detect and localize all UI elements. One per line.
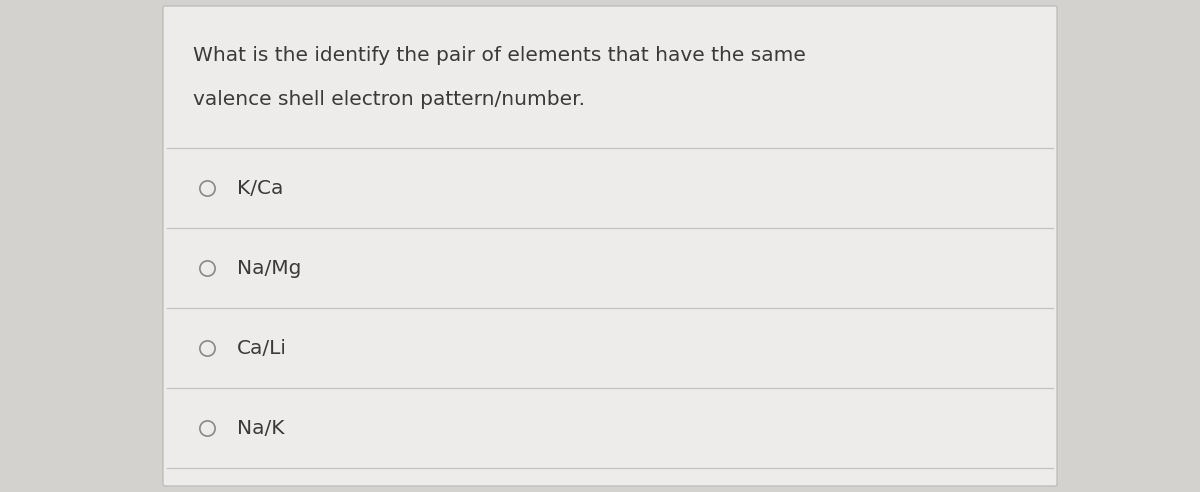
Text: K/Ca: K/Ca <box>238 179 283 197</box>
Text: Na/K: Na/K <box>238 419 284 437</box>
Text: Na/Mg: Na/Mg <box>238 258 301 277</box>
Text: valence shell electron pattern/number.: valence shell electron pattern/number. <box>193 90 586 109</box>
Text: Ca/Li: Ca/Li <box>238 338 287 358</box>
Text: What is the identify the pair of elements that have the same: What is the identify the pair of element… <box>193 46 806 65</box>
FancyBboxPatch shape <box>163 6 1057 486</box>
